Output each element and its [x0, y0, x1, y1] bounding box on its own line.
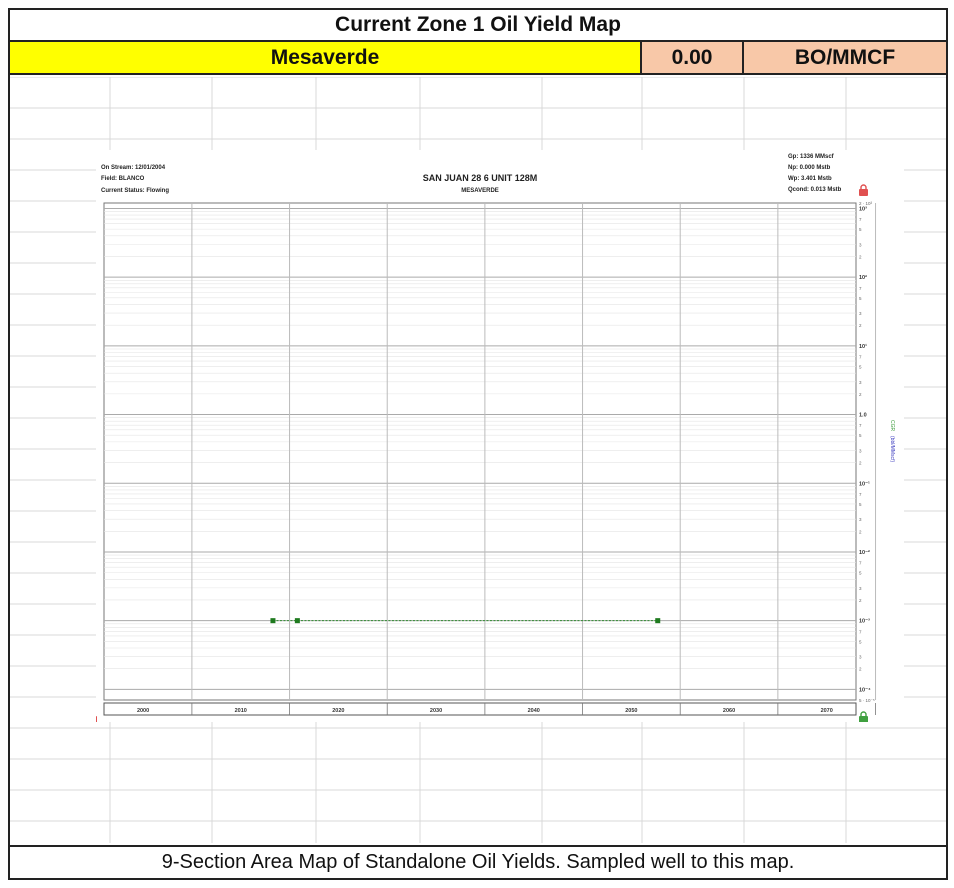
qcond-label: Qcond: 0.013 Mstb: [788, 187, 842, 193]
sheet-footer: 9-Section Area Map of Standalone Oil Yie…: [10, 845, 946, 878]
y-minor-tick-label: 5: [859, 365, 862, 370]
y-tick-label: 10¹: [859, 343, 867, 350]
y-tick-label: 10⁻⁴: [859, 687, 871, 693]
y-minor-tick-label: 2: [859, 323, 862, 328]
right-axis-label-unit: (bbl/MMscf): [889, 436, 895, 462]
y-minor-tick-label: 5: [859, 433, 862, 438]
series-point[interactable]: [655, 618, 661, 624]
y-minor-tick-label: 2: [859, 254, 862, 259]
x-tick-label: 2030: [430, 708, 442, 714]
x-tick-label: 2050: [625, 708, 637, 714]
chart-series: [270, 618, 661, 624]
y-minor-tick-label: 2: [859, 529, 862, 534]
y-minor-tick-label: 7: [859, 217, 862, 222]
y-minor-tick-label: 2: [859, 392, 862, 397]
gp-label: Gp: 1336 MMscf: [788, 154, 835, 160]
lock-icon-top-right[interactable]: [859, 184, 868, 196]
oil-yield-chart: On Stream: 12/01/2004 Field: BLANCO Curr…: [96, 150, 904, 722]
plot-area-border: [103, 202, 857, 701]
y-minor-tick-label: 2: [859, 598, 862, 603]
series-point[interactable]: [270, 618, 276, 624]
right-axis-title: CGR (bbl/MMscf): [889, 420, 895, 462]
np-label: Np: 0.000 Mstb: [788, 165, 831, 171]
y-minor-tick-label: 7: [859, 561, 862, 566]
field-label: Field: BLANCO: [101, 176, 145, 182]
y-tick-label: 10²: [859, 274, 867, 281]
y-tick-label: 1.0: [859, 413, 867, 419]
formation-cell[interactable]: Mesaverde: [10, 42, 642, 75]
chart-title: SAN JUAN 28 6 UNIT 128M: [423, 173, 538, 183]
y-minor-tick-label: 7: [859, 354, 862, 359]
y-minor-tick-label: 3: [859, 448, 862, 453]
y-minor-tick-label: 7: [859, 286, 862, 291]
right-axis-label-series: CGR: [889, 420, 895, 432]
y-minor-tick-label: 2: [859, 667, 862, 672]
x-axis-band: [103, 702, 857, 716]
y-tick-label: 10⁻¹: [859, 480, 870, 487]
y-minor-tick-label: 7: [859, 492, 862, 497]
chart-subtitle: MESAVERDE: [461, 188, 499, 194]
right-axis-label-group: CGR (bbl/MMscf): [889, 420, 895, 462]
sheet-title: Current Zone 1 Oil Yield Map: [10, 10, 946, 42]
y-tick-label: 10⁻³: [859, 618, 870, 625]
y-minor-tick-label: 5: [859, 502, 862, 507]
on-stream-label: On Stream: 12/01/2004: [101, 165, 166, 171]
lock-icon-left[interactable]: [96, 712, 97, 722]
y-tick-label: 10⁻²: [859, 549, 870, 556]
x-tick-label: 2000: [137, 708, 149, 714]
yield-value-cell[interactable]: 0.00: [642, 42, 744, 75]
y-minor-tick-label: 7: [859, 629, 862, 634]
y-minor-tick-label: 3: [859, 655, 862, 660]
x-tick-label: 2010: [235, 708, 247, 714]
chart-background: [96, 150, 904, 722]
x-tick-label: 2020: [332, 708, 344, 714]
y-minor-tick-label: 5: [859, 571, 862, 576]
y-minor-tick-label: 2: [859, 461, 862, 466]
y-tick-label: 10³: [859, 205, 867, 212]
y-bottom-label: 5 · 10⁻⁵: [859, 698, 875, 703]
series-point[interactable]: [294, 618, 300, 624]
x-tick-label: 2070: [821, 708, 833, 714]
status-label: Current Status: Flowing: [101, 188, 169, 194]
y-top-label: 2 · 10³: [859, 201, 873, 206]
y-minor-tick-label: 3: [859, 380, 862, 385]
y-minor-tick-label: 3: [859, 586, 862, 591]
sheet-frame: [8, 8, 948, 880]
x-tick-label: 2040: [528, 708, 540, 714]
y-minor-tick-label: 5: [859, 639, 862, 644]
y-minor-tick-label: 5: [859, 296, 862, 301]
y-minor-tick-label: 3: [859, 311, 862, 316]
x-tick-label: 2060: [723, 708, 735, 714]
lock-icon-bottom-right[interactable]: [859, 711, 868, 722]
chart-axes: 10³ 10² 7 5 3 2 10¹ 7 5 3 2 1.0 7 5 3 2 10⁻¹ 7 5 3 2 10⁻² 7 5 3 2…: [103, 201, 876, 716]
chart-gridlines: [103, 202, 877, 701]
y-minor-tick-label: 3: [859, 242, 862, 247]
yield-unit-cell[interactable]: BO/MMCF: [744, 42, 946, 75]
y-minor-tick-label: 5: [859, 227, 862, 232]
y-minor-tick-label: 3: [859, 517, 862, 522]
wp-label: Wp: 3.401 Mstb: [788, 176, 832, 182]
y-minor-tick-label: 7: [859, 423, 862, 428]
